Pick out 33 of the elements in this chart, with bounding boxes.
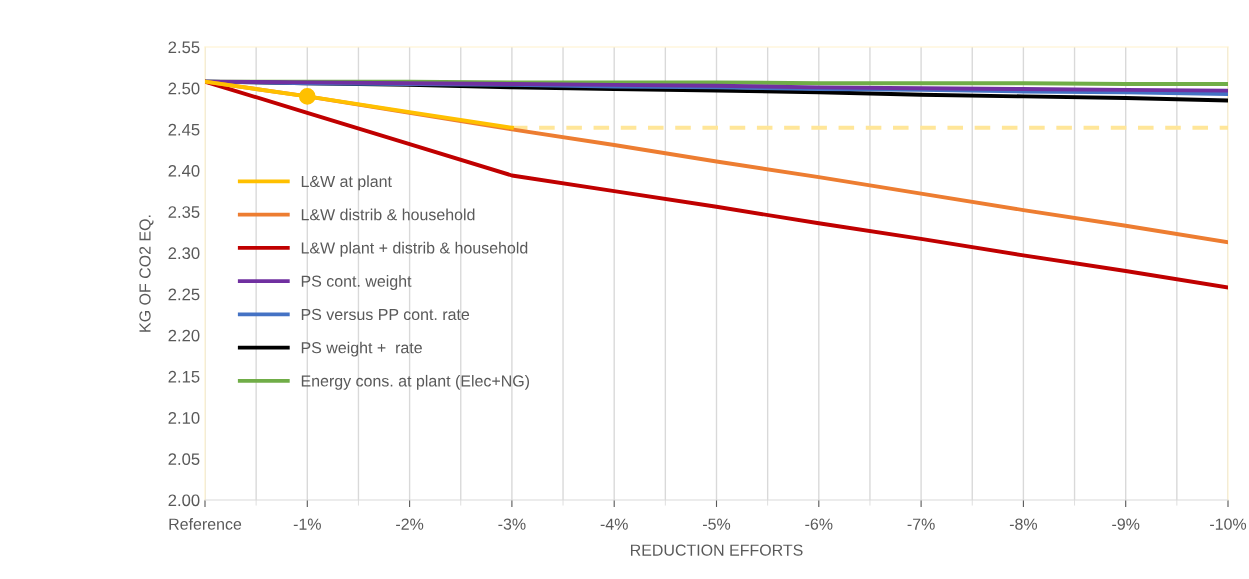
x-tick-label: -5% — [703, 518, 731, 530]
x-tick-label: -8% — [1009, 518, 1038, 530]
x-tick-label: -6% — [805, 518, 833, 530]
legend-label: Energy cons. at plant (Elec+NG) — [301, 374, 530, 390]
y-tick-label: 2.00 — [168, 494, 200, 507]
y-tick-label: 2.40 — [168, 164, 200, 177]
x-tick-label: -2% — [396, 518, 424, 530]
y-tick-label: 2.55 — [168, 41, 200, 54]
x-tick-label: Reference — [169, 518, 242, 530]
y-tick-label: 2.45 — [168, 123, 200, 136]
legend-label: L&W plant + distrib & household — [301, 241, 528, 257]
x-axis-title: REDUCTION EFFORTS — [630, 544, 803, 556]
y-tick-label: 2.20 — [168, 329, 200, 342]
legend-label: L&W at plant — [301, 175, 392, 191]
line-series — [205, 79, 514, 130]
y-tick-label: 2.05 — [168, 453, 200, 466]
x-tick-label: -7% — [907, 518, 935, 530]
x-tick-label: -10% — [1210, 518, 1247, 530]
legend-label: L&W distrib & household — [301, 208, 475, 221]
y-tick-label: 2.25 — [168, 288, 200, 301]
x-tick-label: -3% — [498, 518, 526, 530]
y-tick-label: 2.30 — [168, 247, 200, 260]
y-tick-label: 2.10 — [168, 412, 200, 424]
legend-label: PS versus PP cont. rate — [301, 308, 470, 321]
x-tick-label: -1% — [293, 518, 321, 530]
y-tick-label: 2.50 — [168, 82, 200, 95]
x-tick-label: -4% — [600, 518, 628, 530]
legend-label: PS cont. weight — [301, 275, 412, 290]
y-axis-title: KG OF CO2 EQ. — [139, 215, 154, 332]
x-tick-label: -9% — [1112, 518, 1140, 530]
y-tick-label: 2.15 — [168, 370, 200, 383]
y-tick-label: 2.35 — [168, 206, 200, 218]
legend-label: PS weight + rate — [301, 341, 422, 357]
